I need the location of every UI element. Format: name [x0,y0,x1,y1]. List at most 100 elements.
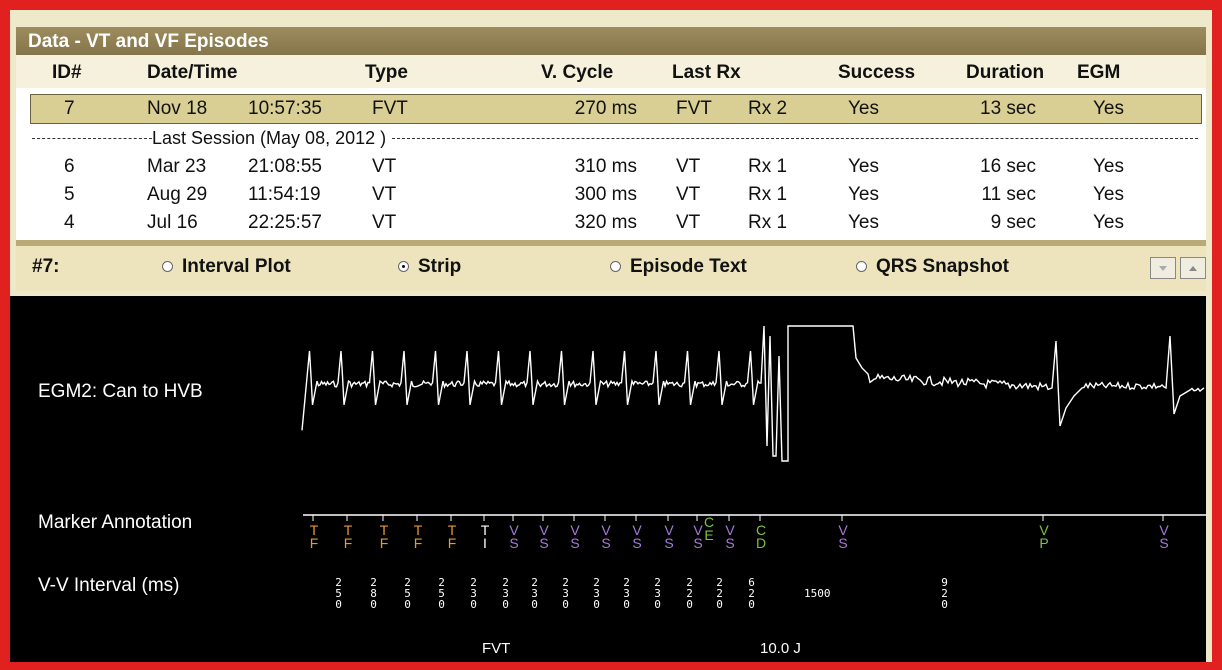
marker-annotation: VS [835,522,851,548]
column-header: Success [838,62,916,83]
waveform-trace [301,325,1205,462]
marker-annotation: VS [629,522,645,548]
table-cell: Yes [1093,156,1124,177]
marker-annotation: VS [506,522,522,548]
radio-button[interactable] [162,261,173,272]
marker-annotation: VS [1156,522,1172,548]
table-cell: Yes [848,156,879,177]
egm-strip: EGM2: Can to HVB Marker Annotation V-V I… [10,296,1206,662]
interval-value: 220 [683,576,696,609]
interval-value: 920 [938,576,951,609]
interval-value: 230 [528,576,541,609]
radio-button[interactable] [856,261,867,272]
table-cell: FVT [372,98,408,119]
table-cell: Yes [1093,184,1124,205]
table-cell: 22:25:57 [248,212,322,233]
marker-annotation: TF [444,522,460,548]
dash-line [392,137,1198,139]
column-header: EGM [1077,62,1121,83]
divider [16,240,1206,246]
scroll-down-button[interactable] [1150,257,1176,279]
arrow-icon [1189,266,1197,271]
marker-annotation: VS [722,522,738,548]
table-cell: Yes [848,184,879,205]
table-cell: 4 [64,212,75,233]
marker-annotation: TI [477,522,493,548]
table-cell: VT [372,184,397,205]
table-cell: Yes [848,98,879,119]
table-cell: 11 sec [981,184,1036,205]
column-header: Duration [966,62,1045,83]
marker-annotation: VS [567,522,583,548]
table-cell: VT [372,212,397,233]
table-cell: VT [372,156,397,177]
marker-annotation: VS [690,522,706,548]
radio-label[interactable]: QRS Snapshot [876,256,1010,277]
radio-label[interactable]: Interval Plot [182,256,291,277]
table-cell: Nov 18 [147,98,208,119]
marker-annotation: TF [376,522,392,548]
separator-text: Last Session (May 08, 2012 ) [152,127,387,148]
table-cell: 11:54:19 [248,184,321,205]
table-cell: 10:57:35 [248,98,322,119]
table-cell: Rx 2 [748,98,788,119]
table-cell: Rx 1 [748,184,788,205]
table-body: Last Session (May 08, 2012 ) 7 Nov 18 10:5… [16,88,1206,240]
interval-value: 250 [401,576,414,609]
table-cell: Yes [1093,98,1124,119]
marker-annotation: VS [536,522,552,548]
column-header: V. Cycle [541,62,614,83]
table-cell: 21:08:55 [248,156,322,177]
table-cell: 9 sec [990,212,1036,233]
episode-annotation: FVT [482,640,511,657]
selected-row[interactable] [30,94,1202,124]
table-cell: Yes [1093,212,1124,233]
table-cell: Rx 1 [748,156,788,177]
egm-waveform [301,325,1206,521]
table-cell: 7 [64,98,75,119]
marker-annotation: TF [306,522,322,548]
radio-label[interactable]: Strip [418,256,462,277]
interval-value: 220 [713,576,726,609]
interval-value: 280 [367,576,380,609]
table-cell: 5 [64,184,75,205]
radio-button[interactable] [610,261,621,272]
interval-value: 230 [651,576,664,609]
column-header: Type [365,62,408,83]
column-header: ID# [52,62,82,83]
radio-button[interactable] [398,261,409,272]
episode-annotation: 10.0 J [760,640,801,657]
marker-annotation: VP [1036,522,1052,548]
window-title: Data - VT and VF Episodes [28,31,269,52]
dash-line [32,137,152,139]
interval-value: 230 [590,576,603,609]
interval-value: 1500 [804,587,831,600]
interval-value: 230 [499,576,512,609]
session-separator: Last Session (May 08, 2012 ) [32,127,1198,149]
table-cell: Mar 23 [147,156,207,177]
table-cell: Rx 1 [748,212,788,233]
table-cell: Yes [848,212,879,233]
interval-value: 620 [745,576,758,609]
radio-label[interactable]: Episode Text [630,256,747,277]
marker-annotation: CD [753,522,769,548]
marker-annotation: TF [340,522,356,548]
column-header: Date/Time [147,62,238,83]
table-cell: Jul 16 [147,212,198,233]
marker-annotation: CE [701,514,717,540]
table-cell: VT [676,184,701,205]
table-cell: 16 sec [980,156,1036,177]
table-header: ID# Date/Time Type V. Cycle Last Rx Success Du… [16,55,1206,88]
interval-value: 250 [332,576,345,609]
interval-value: 230 [620,576,633,609]
interval-value: 230 [559,576,572,609]
scroll-up-button[interactable] [1180,257,1206,279]
interval-label: V-V Interval (ms) [38,575,180,596]
table-cell: 300 ms [574,184,637,205]
interval-value: 250 [435,576,448,609]
arrow-icon [1159,266,1167,271]
table-cell: 6 [64,156,75,177]
table-cell: Aug 29 [147,184,208,205]
channel-label: EGM2: Can to HVB [38,381,203,402]
